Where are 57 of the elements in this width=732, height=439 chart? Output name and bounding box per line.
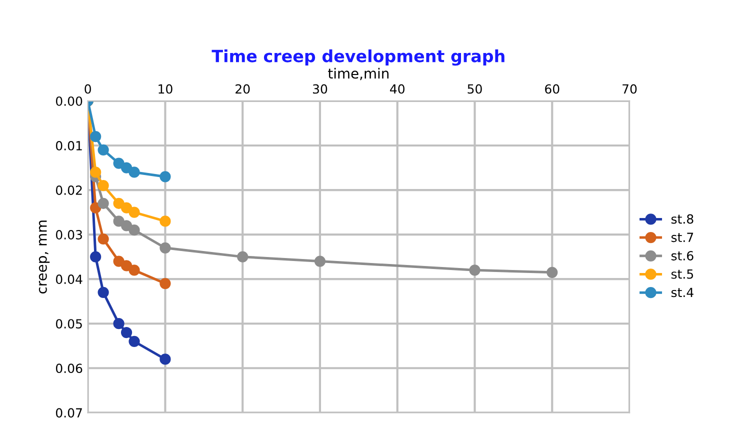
point bbox=[120, 326, 132, 338]
x-axis-title: time,min bbox=[328, 68, 388, 80]
point bbox=[314, 256, 326, 267]
point bbox=[160, 216, 171, 227]
y-tick-label: 0.02 bbox=[56, 185, 82, 195]
y-tick-label: 0.00 bbox=[56, 96, 82, 106]
point bbox=[160, 354, 171, 365]
y-tick-label: 0.06 bbox=[56, 364, 82, 374]
y-axis-title: creep, mm bbox=[38, 220, 50, 294]
point bbox=[128, 336, 140, 347]
point bbox=[120, 162, 132, 174]
point bbox=[113, 256, 124, 267]
y-tick-label: 0.03 bbox=[56, 230, 82, 240]
point bbox=[98, 233, 109, 245]
x-tick-label: 30 bbox=[312, 84, 328, 94]
y-tick-label: 0.04 bbox=[56, 274, 82, 284]
point bbox=[113, 198, 124, 209]
point bbox=[90, 251, 102, 262]
point bbox=[120, 202, 132, 214]
point bbox=[98, 286, 109, 298]
x-tick-label: 10 bbox=[158, 84, 172, 94]
point bbox=[237, 251, 248, 262]
x-tick-label: 60 bbox=[545, 84, 560, 94]
point bbox=[120, 220, 132, 232]
point bbox=[113, 318, 124, 330]
legend-label: st.5 bbox=[671, 270, 694, 279]
point bbox=[546, 266, 558, 278]
point bbox=[128, 206, 140, 218]
point bbox=[128, 264, 140, 276]
point bbox=[98, 180, 109, 192]
point bbox=[98, 144, 109, 156]
point bbox=[469, 264, 480, 276]
point bbox=[90, 131, 102, 142]
point bbox=[90, 166, 102, 178]
point bbox=[113, 216, 124, 227]
y-tick-label: 0.01 bbox=[56, 140, 82, 150]
point bbox=[90, 202, 102, 214]
y-tick-label: 0.07 bbox=[56, 408, 82, 418]
point bbox=[98, 198, 109, 209]
legend-label: st.8 bbox=[671, 214, 694, 224]
point bbox=[160, 278, 171, 290]
point bbox=[113, 158, 124, 169]
point bbox=[160, 171, 171, 182]
point bbox=[128, 224, 140, 236]
x-tick-label: 70 bbox=[622, 84, 637, 94]
x-tick-label: 20 bbox=[236, 84, 250, 94]
x-tick-label: 0 bbox=[84, 84, 91, 94]
point bbox=[128, 166, 140, 178]
legend-label: st.7 bbox=[671, 232, 694, 242]
x-tick-label: 40 bbox=[390, 84, 404, 94]
chart-title: Time creep development graph bbox=[212, 49, 504, 66]
point bbox=[120, 260, 132, 272]
legend-label: st.4 bbox=[671, 288, 694, 298]
x-tick-label: 50 bbox=[468, 84, 482, 94]
point bbox=[160, 242, 171, 254]
legend-label: st.6 bbox=[671, 250, 694, 260]
y-tick-label: 0.05 bbox=[56, 319, 82, 329]
